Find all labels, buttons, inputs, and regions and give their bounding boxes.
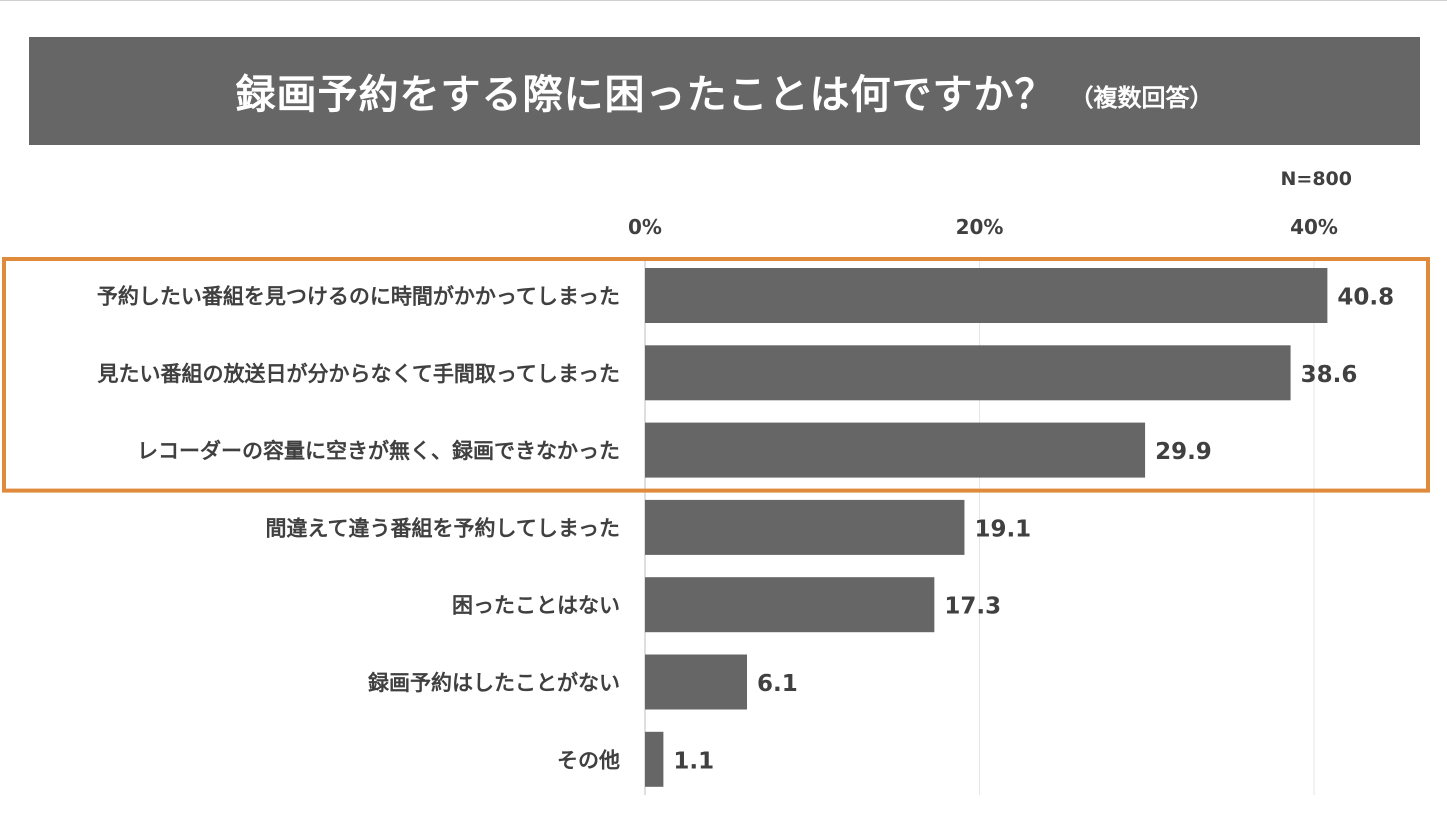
category-label: 困ったことはない: [452, 594, 620, 618]
data-label: 29.9: [1155, 439, 1212, 465]
bar: [645, 268, 1328, 323]
data-label: 6.1: [757, 671, 798, 697]
category-label: 録画予約はしたことがない: [368, 671, 620, 695]
highlight-box: [2, 257, 1430, 493]
tick-label: 20%: [956, 215, 1004, 239]
category-label: 間違えて違う番組を予約してしまった: [266, 516, 620, 540]
data-label: 38.6: [1301, 362, 1358, 388]
bar: [645, 345, 1291, 401]
title-banner: 録画予約をする際に困ったことは何ですか？ （複数回答）: [29, 37, 1420, 145]
value-labels: 40.8 38.6 29.9 19.1 17.3 6.1 1.1: [673, 285, 1394, 775]
category-labels: 予約したい番組を見つけるのに時間がかかってしまった見たい番組の放送日が分からなく…: [97, 285, 620, 773]
data-label: 1.1: [673, 748, 714, 774]
bar: [645, 577, 935, 633]
chart-subtitle: （複数回答）: [1069, 83, 1214, 112]
data-label: 40.8: [1337, 285, 1394, 311]
category-label: 見たい番組の放送日が分からなくて手間取ってしまった: [98, 362, 620, 386]
bar: [645, 499, 965, 555]
bar: [645, 731, 664, 787]
sample-size-label: N=800: [1280, 168, 1352, 190]
category-label: その他: [557, 748, 620, 772]
chart-title: 録画予約をする際に困ったことは何ですか？: [235, 72, 1056, 118]
axis-ticks: 0% 20% 40%: [628, 215, 1338, 239]
tick-label: 0%: [628, 215, 662, 239]
tick-label: 40%: [1290, 215, 1338, 239]
bars: [645, 268, 1328, 787]
bar: [645, 422, 1146, 478]
data-label: 17.3: [944, 594, 1001, 620]
category-label: レコーダーの容量に空きが無く、録画できなかった: [137, 439, 620, 463]
bar: [645, 654, 748, 710]
data-label: 19.1: [974, 516, 1031, 542]
category-label: 予約したい番組を見つけるのに時間がかかってしまった: [97, 285, 620, 309]
top-divider: [0, 0, 1447, 1]
